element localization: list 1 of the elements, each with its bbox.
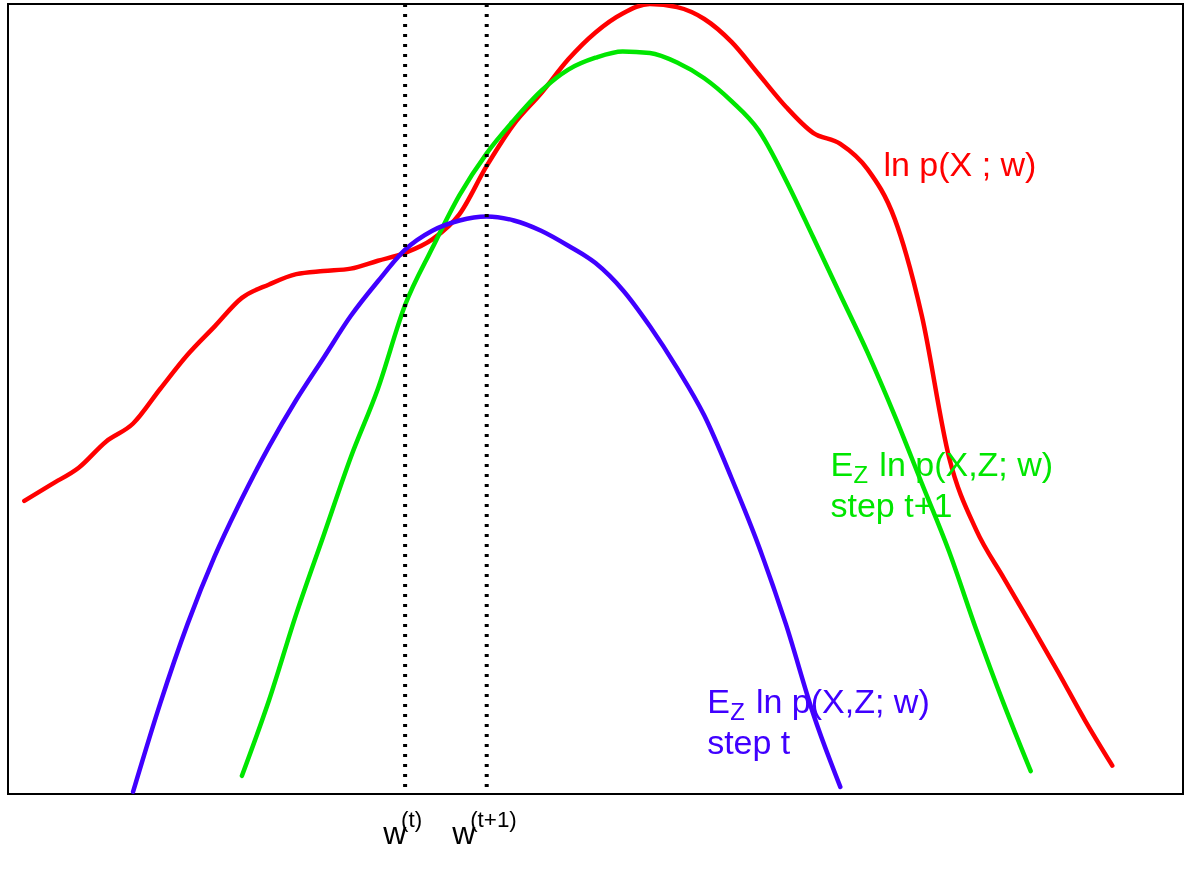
series-label: ln p(X ; w) [883, 144, 1037, 183]
